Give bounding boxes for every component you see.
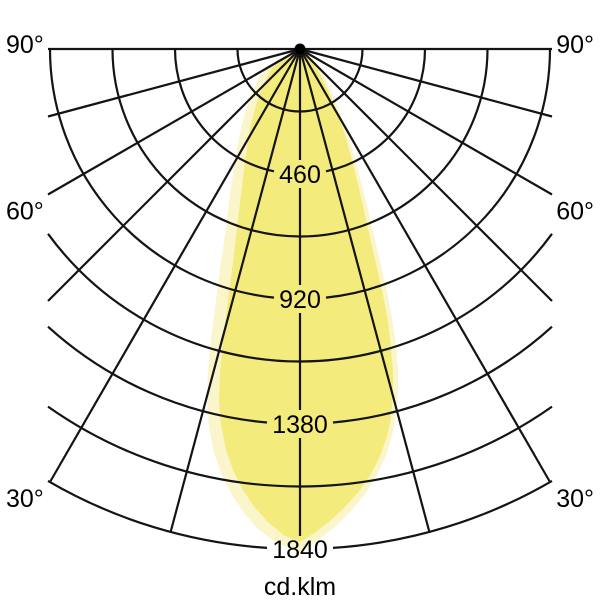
radial-line: [298, 48, 431, 533]
radial-line: [47, 48, 301, 196]
angle-label: 60°: [6, 198, 44, 226]
radial-line: [47, 47, 301, 118]
grid-arc: [325, 48, 427, 173]
angle-label: 30°: [556, 485, 594, 513]
unit-label: cd.klm: [264, 573, 336, 600]
angle-label: 30°: [6, 485, 44, 513]
grid-arc: [48, 48, 275, 299]
angle-label: 90°: [6, 31, 44, 59]
ring-value-label: 460: [279, 161, 321, 189]
pole-dot: [294, 43, 306, 55]
radial-line: [299, 48, 553, 302]
grid-arc: [173, 48, 275, 173]
grid-arc: [47, 325, 268, 424]
grid-arc: [47, 479, 268, 549]
grid-arc: [332, 479, 553, 549]
angle-label: 90°: [556, 31, 594, 59]
radial-line: [169, 48, 302, 533]
ring-value-label: 1380: [272, 411, 328, 439]
grid-arc: [332, 325, 553, 424]
grid-arc: [325, 48, 552, 299]
angle-label: 60°: [556, 198, 594, 226]
radial-line: [299, 48, 553, 196]
ring-value-label: 920: [279, 286, 321, 314]
beam-main-shape: [219, 49, 393, 542]
radial-line: [299, 48, 551, 483]
radial-line: [299, 47, 553, 118]
radial-line: [49, 48, 301, 483]
ring-value-label: 1840: [272, 536, 328, 564]
radial-line: [47, 48, 301, 302]
